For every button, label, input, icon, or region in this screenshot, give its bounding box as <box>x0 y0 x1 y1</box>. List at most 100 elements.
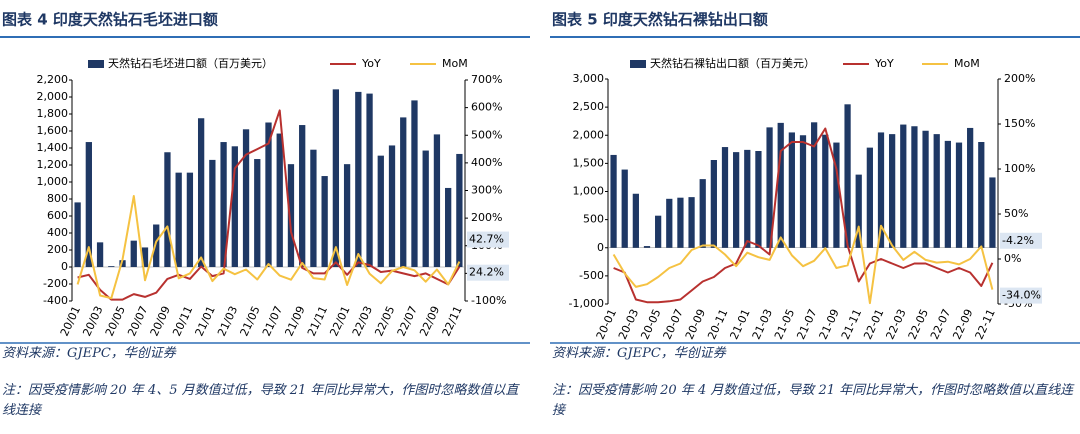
bar <box>377 155 384 267</box>
legend-label: 天然钻石毛坯进口额（百万美元） <box>108 56 273 70</box>
legend-label: MoM <box>954 57 980 70</box>
bar <box>153 224 160 267</box>
bar <box>922 130 929 248</box>
y2-tick-label: 100% <box>1004 162 1035 175</box>
bar <box>310 149 317 267</box>
bar <box>299 125 306 267</box>
bar <box>209 159 216 267</box>
bar <box>621 169 628 248</box>
bar <box>978 142 985 248</box>
bar <box>400 117 407 268</box>
bar <box>777 122 784 248</box>
bar <box>655 215 662 248</box>
source: 资料来源：GJEPC，华创证券 <box>552 346 726 361</box>
y-tick-label: 400 <box>47 226 68 239</box>
y-tick-label: -500 <box>579 269 604 282</box>
y-tick-label: 0 <box>61 260 68 273</box>
bar <box>355 91 362 268</box>
note: 注：因受疫情影响 20 年 4 月数值过低，导致 21 年同比异常大，作图时忽略… <box>552 383 1074 418</box>
y2-tick-label: 700% <box>471 73 502 86</box>
bar <box>632 193 639 248</box>
bar <box>287 164 295 267</box>
source: 资料来源：GJEPC，华创证券 <box>2 346 176 361</box>
callout: 42.7% <box>469 233 504 246</box>
bar <box>610 154 617 248</box>
bar <box>844 104 851 248</box>
bar <box>944 140 951 248</box>
bar <box>366 93 373 267</box>
bar <box>422 150 429 267</box>
bar <box>955 142 963 248</box>
bar <box>889 134 896 248</box>
y-tick-label: 1,000 <box>573 185 605 198</box>
callout-box <box>467 264 509 281</box>
callout-box <box>1000 232 1042 249</box>
bar <box>242 129 250 267</box>
bar <box>967 127 974 248</box>
y2-tick-label: 150% <box>1004 117 1035 130</box>
bar <box>96 242 104 267</box>
y2-tick-label: 200% <box>471 211 502 224</box>
bar <box>911 126 918 248</box>
bar <box>197 118 205 267</box>
chart-title: 图表 4 印度天然钻石毛坯进口额 <box>2 11 218 29</box>
bar <box>877 132 885 248</box>
bar <box>445 187 452 267</box>
y2-tick-label: 300% <box>471 184 502 197</box>
bar <box>456 153 463 267</box>
bar <box>866 147 873 248</box>
bar <box>343 164 351 267</box>
y-tick-label: 2,200 <box>37 73 69 86</box>
y-tick-label: 1,600 <box>37 124 69 137</box>
y-tick-label: 2,500 <box>573 100 605 113</box>
bar <box>811 122 818 248</box>
y-tick-label: 3,000 <box>573 72 605 85</box>
callout-box <box>1000 287 1042 304</box>
x-tick-label: 22-11 <box>973 307 998 341</box>
bar <box>933 134 940 248</box>
y-tick-label: 1,800 <box>37 107 69 120</box>
bar <box>855 174 862 248</box>
callout-box <box>467 231 509 248</box>
y-tick-label: 600 <box>47 209 68 222</box>
bar <box>276 133 283 267</box>
y2-tick-label: 200% <box>1004 72 1035 85</box>
bar <box>788 132 795 248</box>
callout: -34.0% <box>1002 289 1041 302</box>
line-series <box>76 195 461 300</box>
bar <box>130 240 137 267</box>
y2-tick-label: 50% <box>1004 207 1028 220</box>
bar <box>900 124 907 248</box>
bar <box>666 198 673 248</box>
y-tick-label: 1,000 <box>37 175 69 188</box>
bar <box>85 142 92 267</box>
legend-label: 天然钻石裸钻出口额（百万美元） <box>650 56 815 70</box>
line-series <box>613 127 994 304</box>
y-tick-label: -200 <box>43 277 68 290</box>
bar <box>108 266 115 267</box>
bar <box>411 100 418 268</box>
bar <box>119 260 126 267</box>
bar <box>332 89 340 267</box>
line-series <box>77 109 461 301</box>
x-tick-label: 22/11 <box>440 304 465 338</box>
legend-label: YoY <box>361 57 381 70</box>
bar <box>265 122 272 267</box>
bar <box>231 146 238 267</box>
y2-tick-label: 400% <box>471 156 502 169</box>
bar <box>164 152 171 267</box>
y-tick-label: 2,000 <box>37 90 69 103</box>
bar <box>175 172 182 267</box>
bar <box>989 177 996 248</box>
y-tick-label: -400 <box>43 294 68 307</box>
y2-tick-label: 500% <box>471 128 502 141</box>
bar <box>710 160 717 248</box>
legend-label: YoY <box>874 57 894 70</box>
y2-tick-label: -100% <box>471 294 506 307</box>
bar <box>74 202 81 267</box>
bar <box>388 145 396 267</box>
bar <box>433 134 441 267</box>
callout: 24.2% <box>469 266 504 279</box>
